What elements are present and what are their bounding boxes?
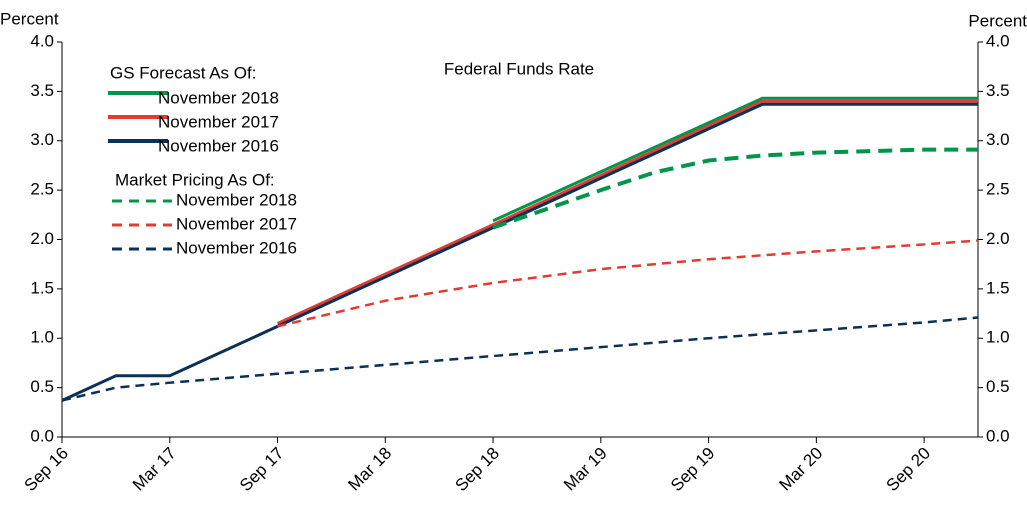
x-tick-label: Sep 18 bbox=[452, 444, 504, 496]
y-tick-label: 1.5 bbox=[30, 278, 54, 297]
x-tick-label: Sep 17 bbox=[236, 444, 288, 496]
y2-tick-label: 2.0 bbox=[986, 229, 1010, 248]
y2-tick-label: 3.0 bbox=[986, 130, 1010, 149]
line-series bbox=[277, 239, 979, 328]
y-tick-label: 2.0 bbox=[30, 229, 54, 248]
y2-tick-label: 4.0 bbox=[986, 31, 1010, 50]
x-tick-label: Sep 20 bbox=[883, 444, 935, 496]
y2-tick-label: 0.0 bbox=[986, 426, 1010, 445]
x-tick-label: Mar 19 bbox=[560, 444, 611, 495]
y-tick-label: 1.0 bbox=[30, 328, 54, 347]
y2-tick-label: 0.5 bbox=[986, 377, 1010, 396]
y-tick-label: 0.5 bbox=[30, 377, 54, 396]
x-tick-label: Sep 19 bbox=[667, 444, 719, 496]
x-tick-label: Mar 20 bbox=[775, 444, 826, 495]
y2-axis-label: Percent bbox=[968, 11, 1027, 30]
legend-label: November 2016 bbox=[176, 238, 297, 257]
legend-label: November 2018 bbox=[158, 88, 279, 107]
line-series bbox=[492, 147, 978, 230]
legend-label: November 2017 bbox=[158, 112, 279, 131]
y-tick-label: 3.0 bbox=[30, 130, 54, 149]
line-series bbox=[492, 96, 978, 223]
y2-tick-label: 2.5 bbox=[986, 180, 1010, 199]
y-axis-label: Percent bbox=[0, 9, 59, 28]
line-series bbox=[276, 99, 978, 325]
chart-title: Federal Funds Rate bbox=[444, 59, 594, 78]
legend-title: Market Pricing As Of: bbox=[115, 170, 275, 189]
x-tick-label: Mar 17 bbox=[129, 444, 180, 495]
y-tick-label: 0.0 bbox=[30, 426, 54, 445]
y2-tick-label: 1.5 bbox=[986, 278, 1010, 297]
y-tick-label: 2.5 bbox=[30, 180, 54, 199]
legend-label: November 2017 bbox=[176, 214, 297, 233]
line-series bbox=[61, 316, 979, 402]
legend-label: November 2018 bbox=[176, 190, 297, 209]
line-series bbox=[61, 102, 978, 402]
legend-label: November 2016 bbox=[158, 136, 279, 155]
y-tick-label: 4.0 bbox=[30, 31, 54, 50]
x-tick-label: Sep 16 bbox=[20, 444, 72, 496]
y2-tick-label: 3.5 bbox=[986, 81, 1010, 100]
legend-title: GS Forecast As Of: bbox=[110, 63, 256, 82]
y-tick-label: 3.5 bbox=[30, 81, 54, 100]
y2-tick-label: 1.0 bbox=[986, 328, 1010, 347]
x-tick-label: Mar 18 bbox=[344, 444, 395, 495]
